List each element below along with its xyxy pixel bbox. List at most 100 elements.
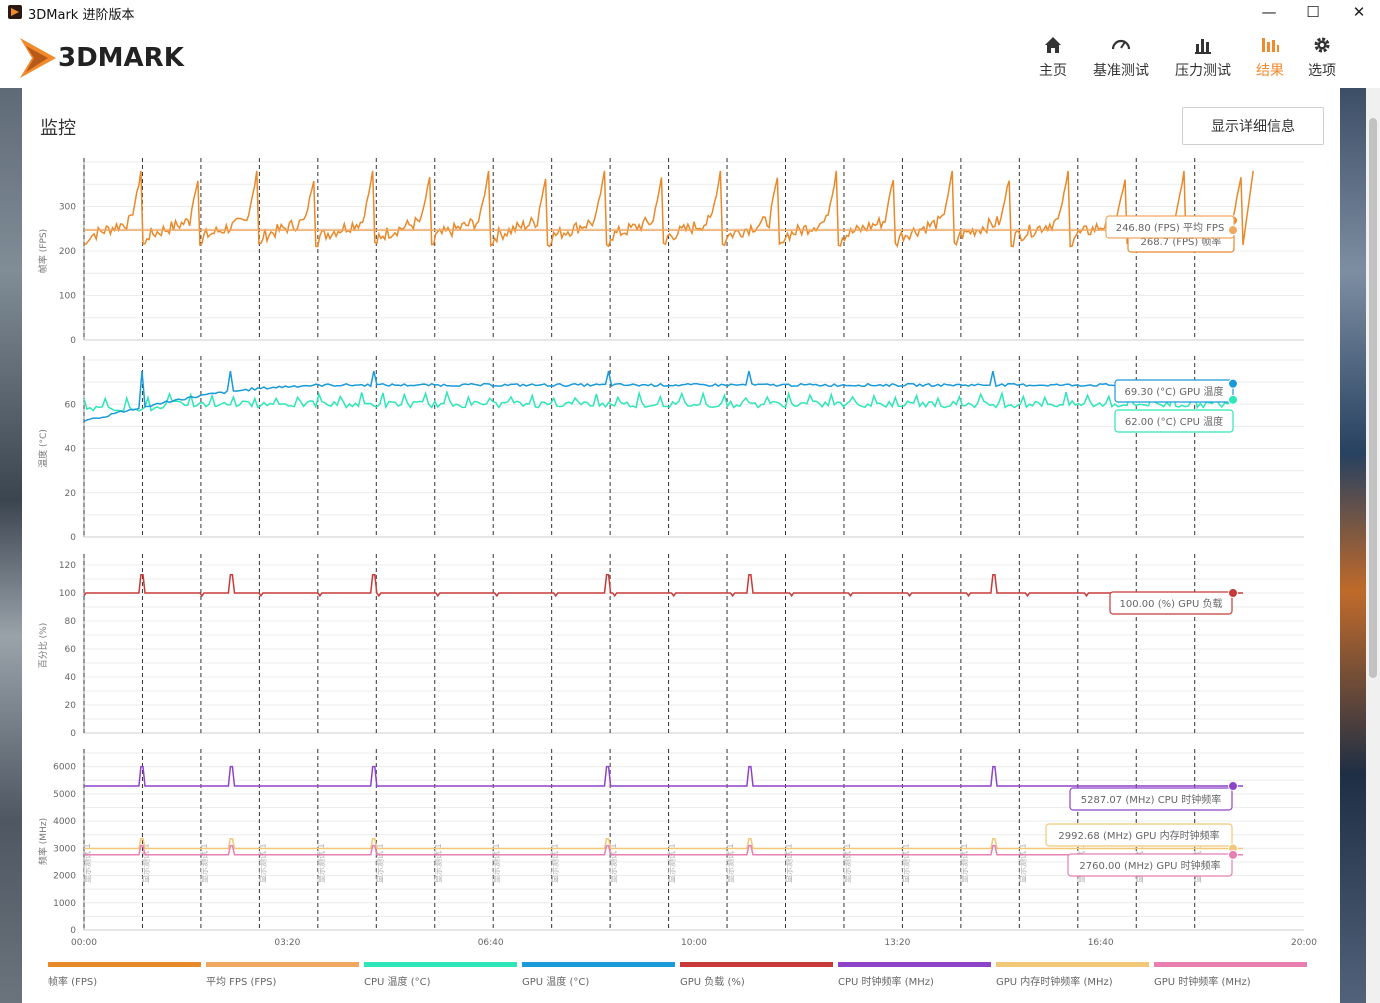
- nav-stress-tests-label: 压力测试: [1175, 63, 1231, 79]
- y-tick-label: 0: [70, 926, 76, 936]
- y-axis-label: 频率 (MHz): [37, 818, 49, 865]
- nav-stress-tests[interactable]: 压力测试: [1172, 34, 1234, 80]
- nav-results-label: 结果: [1256, 63, 1284, 79]
- nav-home-label: 主页: [1039, 63, 1067, 79]
- value-callout-label: 246.80 (FPS) 平均 FPS: [1116, 222, 1225, 234]
- scrollbar[interactable]: [1366, 88, 1380, 1003]
- y-tick-label: 40: [65, 445, 77, 455]
- fps-line: [83, 170, 1254, 248]
- y-tick-label: 2000: [53, 872, 76, 882]
- legend-label: GPU 负载 (%): [680, 977, 745, 988]
- legend-label: 平均 FPS (FPS): [206, 977, 277, 988]
- value-callout-label: 2760.00 (MHz) GPU 时钟频率: [1079, 859, 1220, 872]
- x-tick-label: 00:00: [71, 938, 97, 948]
- y-tick-label: 3000: [53, 844, 76, 854]
- nav-benchmarks[interactable]: 基准测试: [1090, 34, 1152, 80]
- series-end-dot: [1228, 225, 1238, 236]
- marker-label: 显示测试 1: [784, 843, 794, 883]
- minimize-button[interactable]: —: [1261, 3, 1277, 21]
- y-tick-label: 6000: [53, 763, 76, 773]
- gpu-load-line: [83, 574, 1243, 598]
- logo-text: 3DMARK: [58, 43, 185, 73]
- nav-home[interactable]: 主页: [1036, 34, 1070, 80]
- value-callout: [1109, 591, 1233, 615]
- legend-label: CPU 温度 (°C): [364, 977, 431, 988]
- y-tick-label: 300: [59, 203, 76, 213]
- legend-item[interactable]: GPU 时钟频率 (MHz): [1154, 962, 1307, 988]
- marker-label: 显示测试 1: [140, 843, 150, 883]
- legend-item[interactable]: 平均 FPS (FPS): [206, 962, 359, 988]
- legend-swatch: [680, 962, 833, 967]
- legend-item[interactable]: 帧率 (FPS): [48, 962, 201, 988]
- legend-item[interactable]: CPU 时钟频率 (MHz): [838, 962, 991, 988]
- results-icon: [1262, 38, 1279, 52]
- y-tick-label: 0: [70, 533, 76, 543]
- gauge-icon: [1111, 39, 1131, 50]
- x-tick-label: 10:00: [681, 938, 707, 948]
- marker-label: 显示测试 1: [667, 843, 677, 883]
- y-tick-label: 20: [65, 489, 77, 499]
- show-details-button[interactable]: 显示详细信息: [1182, 107, 1324, 145]
- y-tick-label: 60: [65, 400, 77, 410]
- cpu-clock-line: [84, 765, 1243, 787]
- scrollbar-thumb[interactable]: [1369, 118, 1377, 678]
- value-callout-label: 2992.68 (MHz) GPU 内存时钟频率: [1058, 829, 1219, 842]
- y-tick-label: 100: [59, 292, 76, 302]
- y-tick-label: 0: [70, 729, 76, 739]
- marker-label: 显示测试 1: [842, 843, 852, 883]
- nav-options[interactable]: 选项: [1306, 34, 1338, 80]
- gpu-temp-line: [83, 370, 1232, 423]
- legend-swatch: [838, 962, 991, 967]
- marker-label: 显示测试 1: [959, 843, 969, 883]
- legend-item[interactable]: CPU 温度 (°C): [364, 962, 517, 988]
- legend-item[interactable]: GPU 温度 (°C): [522, 962, 675, 988]
- window-title: 3DMark 进阶版本: [28, 8, 135, 23]
- value-callout: [1067, 853, 1233, 877]
- legend-swatch: [996, 962, 1149, 967]
- y-tick-label: 20: [65, 701, 77, 711]
- marker-label: 显示测试 1: [257, 843, 267, 883]
- marker-label: 显示测试 1: [1017, 843, 1027, 883]
- background-art-right: [1340, 88, 1366, 1003]
- series-end-dot: [1228, 394, 1238, 405]
- background-art-left: [0, 88, 22, 1003]
- value-callout-label: 62.00 (°C) CPU 温度: [1125, 415, 1223, 428]
- marker-label: 显示测试 1: [316, 843, 326, 883]
- legend-swatch: [206, 962, 359, 967]
- marker-label: 显示测试 1: [550, 843, 560, 883]
- maximize-button[interactable]: ☐: [1306, 3, 1320, 21]
- marker-label: 显示测试 1: [374, 843, 384, 883]
- value-callout: [1114, 379, 1234, 403]
- marker-label: 显示测试 1: [199, 843, 209, 883]
- gear-icon: [1314, 37, 1330, 53]
- y-tick-label: 60: [65, 645, 77, 655]
- legend-swatch: [48, 962, 201, 967]
- value-callout-label: 5287.07 (MHz) CPU 时钟频率: [1081, 793, 1221, 806]
- chart-legend: 帧率 (FPS) 平均 FPS (FPS) CPU 温度 (°C) GPU 温度 (°…: [48, 962, 1338, 992]
- legend-item[interactable]: GPU 内存时钟频率 (MHz): [996, 962, 1149, 988]
- y-tick-label: 1000: [53, 899, 76, 909]
- y-tick-label: 5000: [53, 790, 76, 800]
- y-tick-label: 100: [59, 589, 76, 599]
- y-tick-label: 120: [59, 561, 76, 571]
- marker-label: 显示测试 1: [608, 843, 618, 883]
- value-callout: [1114, 409, 1234, 433]
- series-end-dot: [1228, 378, 1238, 389]
- legend-swatch: [1154, 962, 1307, 967]
- nav-results[interactable]: 结果: [1254, 34, 1286, 80]
- value-callout-label: 100.00 (%) GPU 负载: [1120, 597, 1223, 610]
- close-button[interactable]: ✕: [1352, 3, 1366, 21]
- y-axis-label: 帧率 (FPS): [37, 229, 49, 273]
- app-header: 3DMARK 主页 基准测试 压力测试 结果 选项: [0, 24, 1380, 88]
- app-icon: [8, 5, 22, 19]
- y-tick-label: 80: [65, 617, 77, 627]
- bar-chart-icon: [1195, 39, 1211, 54]
- legend-swatch: [522, 962, 675, 967]
- home-icon: [1045, 37, 1061, 53]
- y-tick-label: 200: [59, 247, 76, 257]
- legend-label: GPU 时钟频率 (MHz): [1154, 977, 1251, 988]
- legend-item[interactable]: GPU 负载 (%): [680, 962, 833, 988]
- value-callout: [1069, 787, 1233, 811]
- y-tick-label: 4000: [53, 817, 76, 827]
- legend-label: CPU 时钟频率 (MHz): [838, 977, 934, 988]
